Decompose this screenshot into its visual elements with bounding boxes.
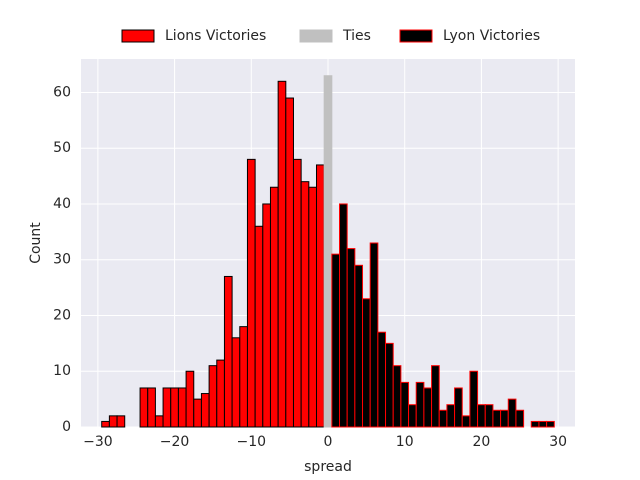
y-tick-label: 20 [53,307,71,323]
bar [154,415,164,428]
bar [454,387,463,428]
bar [200,393,210,428]
bar [354,264,364,428]
bar [223,275,233,428]
bar [362,298,371,428]
bar [461,415,471,428]
x-tick-label: −30 [83,434,113,450]
bar [546,420,555,428]
bar [323,75,333,428]
bar [185,370,195,428]
legend-label: Ties [342,28,371,44]
bars [101,75,555,428]
bar [423,387,433,428]
bar [484,404,494,428]
bar [377,331,387,428]
legend-label: Lions Victories [165,28,266,44]
legend-swatch [121,29,155,43]
bar [438,409,448,428]
bar [515,409,525,428]
bar [530,420,540,428]
bar [538,420,548,428]
x-tick-label: −10 [237,434,267,450]
bar [315,164,325,428]
y-axis-label: Count [28,222,44,264]
bar [101,420,110,428]
bar [507,398,517,428]
x-tick-label: 10 [396,434,414,450]
bar [408,404,417,428]
bar [139,387,149,428]
y-tick-label: 60 [53,84,71,100]
bar [246,158,256,428]
y-tick-label: 30 [53,252,71,268]
bar [346,248,356,428]
bar [170,387,179,428]
bar [415,381,425,428]
x-tick-label: 0 [324,434,333,450]
bar [193,398,202,428]
bar [108,415,118,428]
bar [116,415,126,428]
bar [339,203,348,428]
y-tick-label: 0 [62,419,71,435]
bar [285,97,294,428]
x-axis-label: spread [304,459,352,475]
legend-swatch [399,29,433,43]
bar [231,337,241,428]
legend-swatch [299,29,333,43]
x-tick-label: −20 [160,434,190,450]
x-tick-label: 20 [473,434,491,450]
legend: Lions Victories Ties Lyon Victories [121,28,540,44]
bar [385,342,394,428]
legend-label: Lyon Victories [443,28,540,44]
bar [162,387,172,428]
bar [400,381,410,428]
bar [239,326,248,428]
y-tick-label: 10 [53,363,71,379]
bar [147,387,156,428]
bar [469,370,479,428]
bar [254,225,264,428]
bar [369,242,379,428]
bar [292,158,302,428]
bar [177,387,187,428]
y-tick-label: 40 [53,196,71,212]
bar [492,409,502,428]
bar [392,365,402,428]
bar [300,181,310,428]
bar [331,253,341,428]
bar [216,359,225,428]
bar [431,365,440,428]
bar [500,409,509,428]
bar [277,80,287,428]
bar [308,186,317,428]
bar [208,365,218,428]
bar [446,404,456,428]
bar [269,186,279,428]
x-tick-label: 30 [549,434,567,450]
bar [262,203,271,428]
bar [477,404,486,428]
y-tick-label: 50 [53,140,71,156]
